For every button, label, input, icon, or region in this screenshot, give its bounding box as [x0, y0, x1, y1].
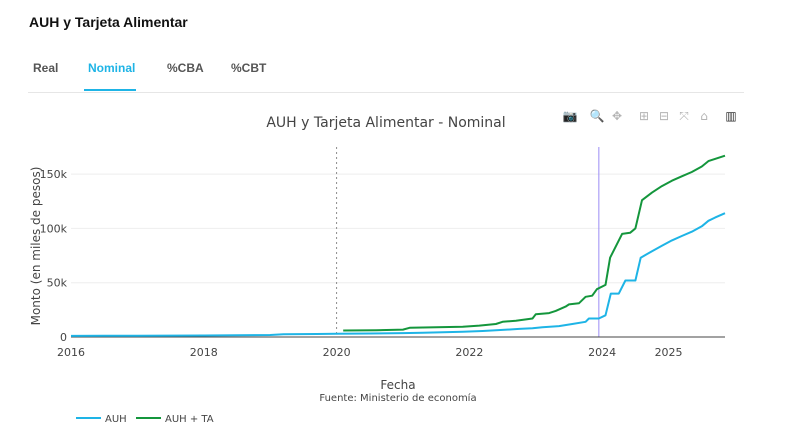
- card-title: AUH y Tarjeta Alimentar: [29, 14, 188, 30]
- x-tick-label: 2024: [588, 346, 616, 359]
- x-tick-label: 2018: [190, 346, 218, 359]
- series-line-0: [70, 212, 726, 337]
- plotly-logo-icon[interactable]: ▥: [725, 109, 737, 123]
- tab-cba[interactable]: %CBA: [167, 61, 204, 75]
- tab-real[interactable]: Real: [33, 61, 59, 75]
- y-tick-label: 0: [60, 331, 67, 344]
- legend: AUH AUH + TA: [76, 414, 214, 425]
- vline-layer: [336, 147, 600, 337]
- grid-layer: [71, 173, 725, 284]
- y-tick-labels: 0 50k 100k 150k: [40, 168, 68, 344]
- series-line-1: [343, 154, 726, 332]
- camera-icon[interactable]: 📷: [562, 109, 578, 123]
- tab-bar: Real Nominal %CBA %CBT: [28, 52, 744, 93]
- tab-nominal[interactable]: Nominal: [88, 61, 136, 75]
- chart-title: AUH y Tarjeta Alimentar - Nominal: [266, 115, 505, 131]
- source-note: Fuente: Ministerio de economía: [319, 392, 476, 404]
- pan-icon[interactable]: ✥: [611, 109, 623, 123]
- legend-label[interactable]: AUH: [105, 414, 127, 425]
- y-tick-label: 150k: [40, 168, 68, 181]
- x-tick-label: 2016: [57, 346, 85, 359]
- y-tick-label: 100k: [40, 222, 68, 235]
- active-tab-indicator: [84, 89, 136, 91]
- legend-label[interactable]: AUH + TA: [165, 414, 214, 425]
- zoom-in-icon[interactable]: ⊞: [638, 109, 650, 123]
- y-axis-label: Monto (en miles de pesos): [29, 167, 43, 326]
- series-layer: [70, 154, 726, 337]
- zoom-out-icon[interactable]: ⊟: [658, 109, 670, 123]
- x-tick-label: 2020: [323, 346, 351, 359]
- zoom-icon[interactable]: 🔍: [589, 109, 605, 123]
- x-tick-labels: 2016 2018 2020 2022 2024 2025: [57, 346, 683, 359]
- reset-axes-icon[interactable]: ⌂: [700, 109, 708, 123]
- x-tick-label: 2022: [455, 346, 483, 359]
- x-tick-label: 2025: [655, 346, 683, 359]
- y-tick-label: 50k: [47, 277, 68, 290]
- x-axis-label: Fecha: [380, 378, 415, 392]
- autoscale-icon[interactable]: ⤧: [679, 108, 689, 123]
- tab-cbt[interactable]: %CBT: [231, 61, 267, 75]
